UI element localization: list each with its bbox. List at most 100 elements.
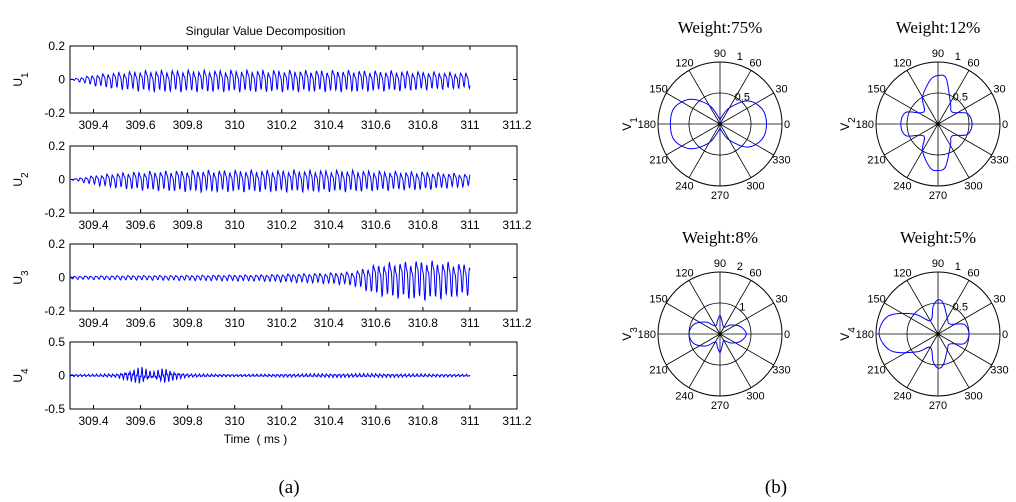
polar-radial-label: 0.5 (953, 91, 968, 103)
series-line-u3 (69, 260, 471, 302)
panel-label-a: (a) (278, 477, 299, 498)
polar-angle-label: 0 (784, 329, 790, 341)
axes-frame (69, 145, 518, 214)
y-axis-label-sub: 1 (20, 72, 31, 78)
panel-b-polar-charts: 90603003303002702402101801501200.51Weigh… (620, 18, 1009, 412)
x-tick-label: 310 (225, 414, 245, 428)
polar-radial-label: 1 (739, 301, 745, 313)
x-tick-label: 309.4 (79, 316, 109, 330)
polar-angle-label: 60 (967, 268, 979, 280)
y-axis-label-main: U (11, 276, 25, 285)
polar-angle-label: 270 (711, 190, 729, 202)
series-line-u2 (69, 168, 471, 194)
polar-title: Weight:75% (678, 18, 763, 37)
polar-spoke (688, 280, 721, 335)
polar-title: Weight:12% (896, 18, 981, 37)
polar-spoke (719, 70, 752, 125)
x-tick-label: 309.4 (79, 218, 109, 232)
y-tick-label: 0.2 (48, 139, 65, 153)
polar-angle-label: 60 (749, 268, 761, 280)
polar-spoke (719, 123, 774, 156)
polar-angle-label: 300 (964, 180, 982, 192)
polar-angle-label: 300 (746, 180, 764, 192)
polar-angle-label: 210 (867, 365, 885, 377)
series-line-u4 (69, 366, 471, 384)
y-tick-label: -0.2 (44, 304, 65, 318)
y-axis-label: U1 (11, 72, 31, 87)
series-line-u1 (69, 68, 471, 93)
polar-spoke (719, 333, 752, 388)
y-axis-label-sub: 4 (20, 368, 31, 374)
x-axis-label: Time ( ms ) (224, 432, 288, 446)
polar-angle-label: 180 (856, 119, 874, 131)
subplot-u1: 309.4 309.6 309.8 310 310.2 310.4 310.6 310.8 31… (11, 39, 532, 132)
subplot-u3: 309.4 309.6 309.8 310 310.2 310.4 310.6 310.8 31… (11, 237, 532, 330)
polar-y-label-sub: 3 (629, 327, 640, 333)
x-tick-label: 309.6 (126, 218, 156, 232)
polar-angle-label: 0 (784, 119, 790, 131)
x-tick-label: 309.8 (173, 218, 203, 232)
x-tick-label: 311.2 (502, 414, 531, 428)
polar-spoke (884, 333, 939, 366)
polar-radial-label: 1 (737, 51, 743, 63)
x-tick-label: 310 (225, 316, 245, 330)
polar-y-label-main: V (838, 333, 852, 341)
x-tick-label: 310.4 (314, 316, 344, 330)
polar-series-v4 (878, 299, 970, 369)
y-tick-label: 0.2 (48, 237, 65, 251)
x-tick-label: 309.6 (126, 414, 156, 428)
polar-subplot-v3: 906030033030027024021018015012012Weight:… (620, 228, 791, 412)
x-tick-label: 310.2 (267, 414, 297, 428)
polar-y-label-sub: 1 (629, 117, 640, 123)
x-tick-label: 309.6 (126, 316, 156, 330)
polar-angle-label: 150 (867, 84, 885, 96)
polar-angle-label: 240 (893, 390, 911, 402)
x-tick-label: 310.6 (361, 118, 391, 132)
polar-spoke (884, 92, 939, 125)
polar-spoke (937, 123, 970, 178)
y-tick-label: 0.5 (48, 335, 65, 349)
y-axis-label-main: U (11, 178, 25, 187)
x-tick-label: 311.2 (502, 118, 531, 132)
polar-y-label-main: V (620, 123, 634, 131)
x-tick-label: 310.2 (267, 118, 297, 132)
x-tick-label: 310.6 (361, 218, 391, 232)
polar-angle-label: 30 (775, 294, 787, 306)
polar-angle-label: 330 (772, 155, 790, 167)
polar-y-label-sub: 4 (847, 327, 858, 333)
polar-series-v2 (900, 74, 973, 172)
polar-angle-label: 90 (932, 48, 944, 60)
polar-spoke (719, 123, 752, 178)
x-tick-label: 311 (460, 414, 479, 428)
polar-angle-label: 270 (929, 190, 947, 202)
y-axis-label-main: U (11, 374, 25, 383)
x-tick-label: 311.2 (502, 218, 531, 232)
polar-angle-label: 60 (967, 58, 979, 70)
polar-radial-label: 0.5 (953, 301, 968, 313)
polar-y-label-main: V (838, 123, 852, 131)
polar-angle-label: 90 (932, 258, 944, 270)
polar-radial-label: 1 (955, 51, 961, 63)
polar-spoke (666, 302, 721, 335)
polar-angle-label: 180 (638, 329, 656, 341)
polar-angle-label: 180 (638, 119, 656, 131)
y-tick-label: 0 (58, 369, 65, 383)
polar-angle-label: 270 (711, 400, 729, 412)
x-tick-label: 310.6 (361, 316, 391, 330)
polar-y-label-main: V (620, 333, 634, 341)
polar-spoke (884, 302, 939, 335)
panel-label-b: (b) (765, 477, 787, 498)
polar-subplot-v4: 90603003303002702402101801501200.51Weigh… (838, 228, 1009, 412)
polar-spoke (937, 333, 970, 388)
polar-spoke (688, 333, 721, 388)
subplot-u4: 309.4 309.6 309.8 310 310.2 310.4 310.6 310.8 31… (11, 335, 532, 428)
polar-title: Weight:8% (682, 228, 758, 247)
x-tick-label: 311.2 (502, 316, 531, 330)
y-tick-label: 0 (58, 73, 65, 87)
y-axis-label-main: U (11, 78, 25, 87)
polar-angle-label: 150 (649, 294, 667, 306)
polar-angle-label: 330 (772, 365, 790, 377)
polar-spoke (937, 92, 992, 125)
x-tick-label: 309.4 (79, 414, 109, 428)
polar-angle-label: 120 (675, 268, 693, 280)
